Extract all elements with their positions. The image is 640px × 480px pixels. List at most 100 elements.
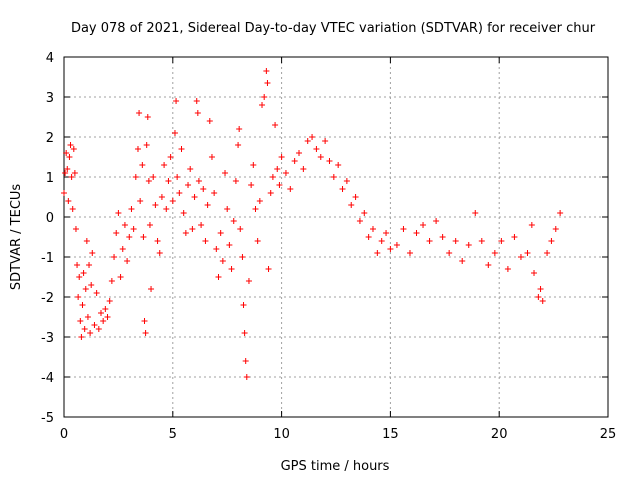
data-point	[71, 170, 78, 176]
data-point	[141, 318, 148, 324]
data-point	[145, 178, 152, 184]
data-point	[548, 238, 555, 244]
data-point	[241, 330, 248, 336]
data-point	[91, 322, 98, 328]
data-point	[276, 182, 283, 188]
data-point	[235, 142, 242, 148]
data-point	[134, 146, 141, 152]
data-point	[178, 146, 185, 152]
data-point	[378, 238, 385, 244]
data-point	[237, 226, 244, 232]
x-axis-label: GPS time / hours	[281, 459, 390, 474]
data-point	[193, 98, 200, 104]
data-point	[226, 242, 233, 248]
data-point	[163, 206, 170, 212]
data-point	[130, 226, 137, 232]
data-point	[97, 310, 104, 316]
data-point	[74, 262, 81, 268]
chart-title: Day 078 of 2021, Sidereal Day-to-day VTE…	[71, 21, 596, 36]
data-point	[84, 314, 91, 320]
data-point	[144, 114, 151, 120]
data-point	[78, 334, 85, 340]
data-point	[63, 150, 70, 156]
data-point	[274, 166, 281, 172]
data-point	[335, 162, 342, 168]
data-point	[67, 142, 74, 148]
data-point	[539, 298, 546, 304]
data-point	[136, 110, 143, 116]
data-point	[182, 230, 189, 236]
data-point	[485, 262, 492, 268]
data-point	[287, 186, 294, 192]
data-point	[296, 150, 303, 156]
data-point	[194, 110, 201, 116]
data-point	[472, 210, 479, 216]
data-point	[161, 162, 168, 168]
data-point	[217, 230, 224, 236]
data-point	[511, 234, 518, 240]
data-point	[261, 94, 268, 100]
data-point	[104, 314, 111, 320]
x-tick-label: 25	[600, 427, 617, 442]
data-point	[117, 274, 124, 280]
data-point	[150, 174, 157, 180]
data-point	[245, 278, 252, 284]
data-point	[185, 182, 192, 188]
data-point	[240, 302, 247, 308]
data-point	[66, 154, 73, 160]
data-point	[76, 274, 83, 280]
data-point	[132, 174, 139, 180]
data-point	[75, 294, 82, 300]
data-point	[326, 158, 333, 164]
data-point	[154, 238, 161, 244]
data-point	[152, 202, 159, 208]
data-point	[156, 250, 163, 256]
data-point	[263, 68, 270, 74]
data-point	[252, 206, 259, 212]
data-point	[142, 330, 149, 336]
data-point	[348, 202, 355, 208]
data-point	[139, 162, 146, 168]
x-tick-label: 0	[60, 427, 68, 442]
data-point	[191, 194, 198, 200]
data-point	[459, 258, 466, 264]
data-point	[242, 358, 249, 364]
data-point	[413, 230, 420, 236]
data-point	[65, 198, 72, 204]
data-point	[108, 278, 115, 284]
data-point	[265, 266, 272, 272]
data-point	[148, 286, 155, 292]
data-point	[224, 206, 231, 212]
data-point	[82, 286, 89, 292]
data-point	[204, 202, 211, 208]
y-tick-label: 3	[46, 91, 54, 106]
x-tick-label: 10	[273, 427, 290, 442]
x-tick-label: 5	[169, 427, 177, 442]
data-point	[282, 170, 289, 176]
data-point	[374, 250, 381, 256]
plot-frame	[63, 56, 609, 418]
y-tick-label: 0	[46, 211, 54, 226]
data-point	[317, 154, 324, 160]
data-point	[213, 246, 220, 252]
data-point	[111, 254, 118, 260]
data-point	[140, 234, 147, 240]
data-point	[219, 258, 226, 264]
y-tick-label: -3	[41, 331, 54, 346]
data-point	[81, 326, 88, 332]
data-point	[267, 190, 274, 196]
data-point	[304, 138, 311, 144]
data-point	[202, 238, 209, 244]
data-point	[439, 234, 446, 240]
data-point	[143, 142, 150, 148]
data-point	[330, 174, 337, 180]
data-point	[80, 270, 87, 276]
y-tick-label: 1	[46, 171, 54, 186]
data-point	[250, 162, 257, 168]
data-point	[552, 226, 559, 232]
x-axis: 0 5 10 15 20 25	[60, 57, 616, 442]
data-point	[452, 238, 459, 244]
data-point	[174, 174, 181, 180]
data-point	[309, 134, 316, 140]
data-point	[64, 166, 71, 172]
